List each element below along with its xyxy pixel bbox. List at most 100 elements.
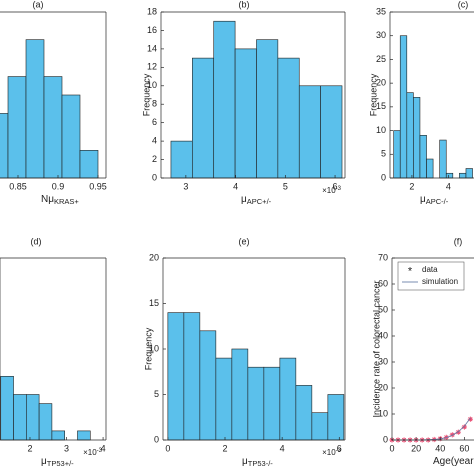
histogram-bar [247,366,265,441]
histogram-bar [231,348,249,441]
y-tick-label: 16 [147,25,157,35]
x-axis-label-main: μ [241,194,247,205]
histogram-bar [183,312,201,441]
histogram-bar [419,135,427,179]
y-tick-label: 20 [376,78,386,88]
histogram-bar [199,330,217,441]
data-point [461,424,467,430]
histogram-bar [51,430,65,441]
y-tick-label: 15 [149,298,159,308]
histogram-bar [25,39,45,179]
x-exponent-base: ×10 [322,448,336,457]
x-axis-label-sub: KRAS+ [54,197,79,206]
x-tick-label: 2 [409,181,414,191]
histogram-bar [0,375,14,441]
x-tick-label: 6 [337,443,342,453]
legend-marker: * [408,265,413,277]
x-exponent-power: -3 [97,448,103,454]
y-axis-label: Incidence rate of colorectal cancer [371,280,381,417]
x-axis-label: μAPC+/- [241,194,272,206]
panel-title: (c) [458,0,469,9]
histogram-bar [320,85,343,179]
x-tick-label: 0.85 [9,181,27,191]
histogram-bar [192,57,215,179]
histogram-bar [234,48,257,179]
y-tick-label: 15 [376,101,386,111]
y-tick-label: 0 [152,172,157,182]
y-tick-label: 35 [376,6,386,16]
x-axis-label-sub: APC-/- [426,197,449,206]
y-axis-label: Frequency [141,73,151,116]
x-exponent: ×10-3 [83,448,103,458]
histogram-bar [439,139,447,179]
y-tick-label: 12 [147,62,157,72]
y-tick-label: 20 [149,252,159,262]
legend-box [397,261,465,291]
histogram-bar [79,150,99,179]
x-axis-label-sub: APC+/- [247,197,272,206]
y-tick-label: 14 [147,43,157,53]
x-exponent-base: ×10 [322,186,336,195]
panel-title: (d) [31,236,42,246]
legend-label: data [422,265,438,274]
x-exponent-base: ×10 [83,448,97,457]
histogram-bar [311,412,329,441]
x-tick-label: 0 [165,443,170,453]
histogram-bar [26,394,40,441]
y-tick-label: 8 [152,99,157,109]
histogram-bar [445,172,454,179]
x-axis-label: NμKRAS+ [41,194,79,206]
y-tick-label: 4 [152,135,157,145]
x-tick-label: 0.9 [52,181,65,191]
x-axis-label: Age(years) [433,456,474,467]
y-tick-label: 10 [378,408,388,418]
y-tick-label: 0 [381,172,386,182]
histogram-bar [459,172,467,179]
y-axis-label: Frequency [368,73,378,116]
x-tick-label: 4 [233,181,238,191]
histogram-bar [295,385,313,441]
y-tick-label: 0 [154,434,159,444]
x-exponent-power: -3 [336,448,342,454]
x-tick-label: 3 [64,443,69,453]
x-tick-label: 40 [435,443,445,453]
x-tick-label: 2 [27,443,32,453]
x-tick-label: 5 [283,181,288,191]
histogram-bar [279,357,297,441]
y-tick-label: 5 [154,389,159,399]
y-tick-label: 30 [378,356,388,366]
y-tick-label: 30 [376,30,386,40]
y-tick-label: 20 [378,382,388,392]
x-axis-label-main: μ [242,456,248,467]
y-tick-label: 70 [378,252,388,262]
histogram-bar [263,366,281,441]
data-point [467,416,473,422]
x-tick-label: 60 [459,443,469,453]
panel-title: (a) [33,0,44,9]
x-axis-label-main: Age(years) [433,456,474,467]
histogram-bar [393,130,401,179]
y-tick-label: 0 [383,434,388,444]
y-tick-label: 5 [381,149,386,159]
histogram-bar [213,20,236,179]
histogram-bar [0,113,9,179]
series-line [392,417,471,441]
x-tick-label: 4 [446,181,451,191]
x-tick-label: 20 [411,443,421,453]
x-axis-label: μTP53-/- [242,456,273,468]
y-tick-label: 10 [147,80,157,90]
y-tick-label: 2 [152,154,157,164]
y-tick-label: 10 [149,343,159,353]
histogram-bar [406,92,414,179]
histogram-bar [413,97,421,179]
legend-label: simulation [422,277,458,286]
x-tick-label: 0.95 [89,181,107,191]
histogram-bar [170,140,193,179]
x-axis-label: μTP53+/- [41,456,74,468]
histogram-bar [43,76,63,179]
histogram-bar [38,403,53,441]
histogram-bar [167,312,185,441]
x-tick-label: 2 [222,443,227,453]
histogram-bar [61,94,81,179]
panel-title: (e) [239,236,250,246]
